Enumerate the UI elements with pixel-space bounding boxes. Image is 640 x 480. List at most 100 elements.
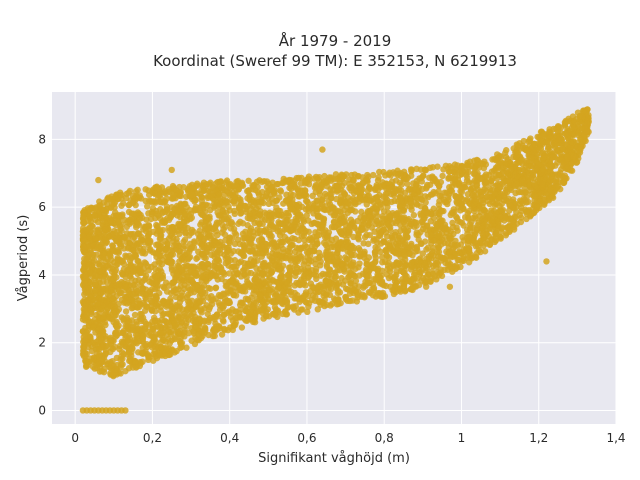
scatter-point — [498, 225, 506, 232]
scatter-point — [126, 239, 134, 247]
scatter-point — [146, 288, 154, 295]
scatter-point — [445, 174, 453, 181]
scatter-point — [489, 194, 496, 201]
scatter-point — [237, 210, 244, 217]
scatter-point — [157, 329, 164, 336]
scatter-point — [531, 197, 538, 205]
scatter-point — [431, 226, 438, 234]
scatter-point — [314, 197, 321, 204]
scatter-point — [284, 209, 292, 217]
scatter-point — [235, 204, 243, 211]
scatter-point — [460, 246, 468, 253]
scatter-point — [470, 170, 477, 177]
scatter-point — [382, 190, 390, 197]
scatter-point — [467, 224, 474, 231]
scatter-point — [114, 324, 121, 331]
scatter-point — [531, 140, 538, 148]
scatter-point — [107, 256, 115, 263]
scatter-point — [147, 237, 154, 244]
scatter-point — [294, 212, 302, 220]
scatter-point — [464, 190, 472, 198]
scatter-point — [133, 340, 141, 347]
scatter-point — [177, 334, 184, 342]
scatter-point — [122, 308, 130, 315]
scatter-point — [131, 311, 139, 319]
scatter-point — [456, 182, 463, 189]
scatter-point — [126, 187, 134, 195]
scatter-point — [343, 236, 350, 243]
scatter-point — [341, 179, 348, 187]
scatter-point — [223, 309, 231, 317]
scatter-point — [251, 319, 259, 326]
scatter-point — [94, 359, 102, 366]
scatter-point — [413, 219, 420, 226]
scatter-point — [570, 124, 578, 131]
scatter-point — [477, 197, 485, 204]
scatter-point — [408, 166, 416, 174]
scatter-point — [103, 279, 110, 286]
scatter-point — [128, 317, 136, 324]
scatter-point — [396, 260, 404, 267]
scatter-point — [90, 322, 97, 330]
scatter-point — [249, 216, 256, 223]
scatter-point — [507, 215, 514, 223]
scatter-point — [188, 226, 196, 234]
scatter-point — [260, 199, 267, 207]
scatter-point — [136, 240, 143, 248]
scatter-point — [212, 320, 219, 327]
scatter-point — [381, 258, 389, 266]
scatter-point — [436, 215, 443, 222]
scatter-point — [138, 233, 145, 241]
scatter-point — [92, 287, 99, 294]
scatter-point — [331, 269, 339, 276]
scatter-point — [523, 157, 531, 165]
scatter-point — [190, 269, 197, 277]
scatter-point — [98, 296, 106, 303]
scatter-point — [394, 171, 402, 179]
scatter-point — [245, 177, 252, 184]
scatter-point — [87, 246, 94, 254]
scatter-point — [526, 137, 533, 144]
scatter-point — [212, 313, 219, 320]
scatter-point — [577, 144, 585, 151]
scatter-point — [437, 266, 444, 273]
scatter-point — [117, 361, 125, 368]
scatter-point — [573, 115, 580, 123]
scatter-point — [106, 336, 114, 343]
scatter-point — [100, 368, 108, 376]
scatter-point — [146, 331, 153, 339]
scatter-point — [123, 223, 131, 231]
scatter-point — [92, 235, 99, 242]
scatter-point — [355, 283, 362, 290]
scatter-point — [162, 344, 170, 352]
scatter-point — [519, 176, 526, 183]
scatter-point — [151, 348, 159, 355]
scatter-point — [145, 226, 152, 233]
scatter-point — [549, 163, 556, 170]
scatter-point — [488, 177, 495, 184]
scatter-point — [260, 315, 267, 322]
scatter-point — [197, 221, 204, 228]
scatter-point — [534, 133, 541, 141]
scatter-point — [518, 207, 525, 215]
scatter-point — [486, 225, 493, 232]
scatter-point — [258, 286, 265, 293]
scatter-point — [365, 272, 372, 280]
scatter-point — [136, 215, 144, 222]
scatter-point — [385, 185, 393, 192]
scatter-point — [346, 297, 354, 305]
scatter-point — [253, 273, 260, 280]
scatter-point — [188, 184, 196, 192]
scatter-point — [204, 193, 212, 200]
scatter-point — [130, 268, 137, 275]
scatter-point — [391, 197, 398, 205]
scatter-point — [87, 333, 94, 340]
scatter-point — [280, 238, 287, 246]
scatter-point — [458, 188, 466, 196]
scatter-point — [231, 210, 238, 218]
scatter-point — [200, 318, 208, 325]
scatter-point — [473, 225, 481, 232]
scatter-point — [320, 239, 328, 247]
scatter-point — [250, 198, 257, 205]
scatter-point — [430, 205, 437, 212]
